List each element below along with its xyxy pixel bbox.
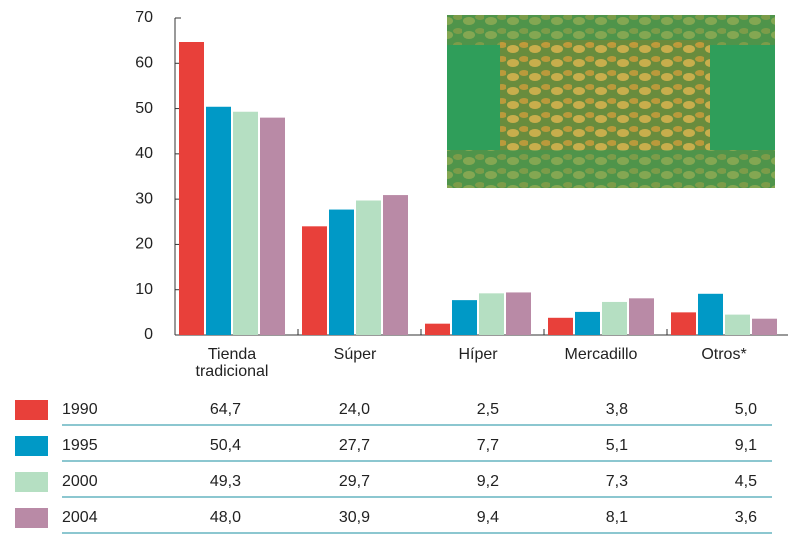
legend-label: 1990 xyxy=(62,401,98,418)
table-value: 2,5 xyxy=(477,401,499,418)
table-value: 29,7 xyxy=(339,473,370,490)
bar xyxy=(179,42,204,335)
table-value: 5,0 xyxy=(735,401,757,418)
legend-swatch xyxy=(15,400,48,420)
y-tick-label: 20 xyxy=(135,236,153,253)
bar xyxy=(752,318,777,335)
bar xyxy=(575,311,600,335)
y-tick-label: 50 xyxy=(135,100,153,117)
table-value: 4,5 xyxy=(735,473,757,490)
bar xyxy=(548,317,573,335)
x-tick-label: Otros* xyxy=(701,346,747,363)
y-tick-label: 60 xyxy=(135,55,153,72)
y-tick-label: 70 xyxy=(135,9,153,26)
table-value: 24,0 xyxy=(339,401,370,418)
bar xyxy=(479,293,504,335)
bar xyxy=(452,300,477,335)
bar xyxy=(506,292,531,335)
x-tick-label: Tienda tradicional xyxy=(195,346,269,380)
table-value: 30,9 xyxy=(339,509,370,526)
x-tick-label: Súper xyxy=(333,346,377,363)
table-value: 49,3 xyxy=(210,473,241,490)
x-tick-label: Mercadillo xyxy=(564,346,638,363)
table-value: 27,7 xyxy=(339,437,370,454)
bar xyxy=(329,209,354,335)
bar xyxy=(206,106,231,335)
bar xyxy=(260,117,285,335)
table-value: 7,7 xyxy=(477,437,499,454)
y-tick-label: 10 xyxy=(135,281,153,298)
x-tick-label: Híper xyxy=(458,346,498,363)
table-value: 9,2 xyxy=(477,473,499,490)
y-tick-label: 30 xyxy=(135,190,153,207)
bar xyxy=(629,298,654,335)
table-value: 48,0 xyxy=(210,509,241,526)
table-value: 9,4 xyxy=(477,509,499,526)
legend-label: 2004 xyxy=(62,509,98,526)
legend-swatch xyxy=(15,472,48,492)
bar xyxy=(233,111,258,336)
y-tick-label: 0 xyxy=(144,326,153,343)
legend-label: 2000 xyxy=(62,473,98,490)
legend-swatch xyxy=(15,436,48,456)
bar xyxy=(698,293,723,335)
bar xyxy=(425,323,450,335)
y-tick-label: 40 xyxy=(135,145,153,162)
legend-swatch xyxy=(15,508,48,528)
table-value: 3,6 xyxy=(735,509,757,526)
table-value: 64,7 xyxy=(210,401,241,418)
table-value: 7,3 xyxy=(606,473,628,490)
table-value: 5,1 xyxy=(606,437,628,454)
table-value: 8,1 xyxy=(606,509,628,526)
photo xyxy=(447,15,775,188)
table-value: 9,1 xyxy=(735,437,757,454)
bar xyxy=(302,226,327,335)
table-value: 3,8 xyxy=(606,401,628,418)
bar xyxy=(725,314,750,335)
bar xyxy=(602,301,627,335)
legend-label: 1995 xyxy=(62,437,98,454)
bar xyxy=(671,312,696,335)
table-value: 50,4 xyxy=(210,437,241,454)
bar xyxy=(383,195,408,335)
bar xyxy=(356,200,381,335)
